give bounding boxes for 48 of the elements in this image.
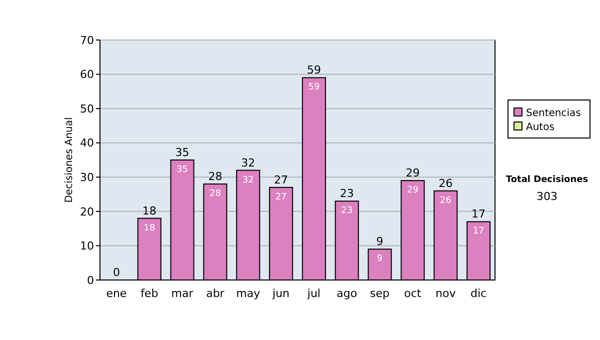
data-label: 26	[440, 196, 452, 206]
data-label: 18	[144, 223, 156, 234]
text: 303	[536, 190, 558, 203]
total-label: 35	[175, 146, 190, 159]
data-label: 28	[209, 189, 222, 199]
legend-label: Sentencias	[526, 108, 581, 119]
total-label: 0	[112, 266, 120, 279]
data-label: 23	[341, 206, 353, 216]
x-tick-label: jun	[272, 287, 290, 300]
x-tick-label: sep	[370, 287, 390, 300]
total-label: 59	[306, 64, 321, 77]
x-tick-label: may	[236, 287, 261, 300]
x-tick-label: feb	[140, 287, 158, 300]
data-label: 59	[308, 82, 320, 93]
text: Total Decisiones	[506, 175, 588, 185]
x-tick-label: ago	[336, 287, 358, 300]
y-tick-label: 60	[80, 68, 94, 82]
data-label: 29	[406, 186, 419, 196]
x-tick-label: dic	[470, 287, 487, 300]
x-tick-label: abr	[206, 287, 225, 300]
x-tick-label: nov	[436, 287, 456, 300]
data-label: 32	[242, 175, 254, 186]
total-label: 18	[142, 204, 156, 218]
total-label: 9	[376, 235, 384, 248]
total-label: 23	[340, 187, 354, 200]
total-label: 28	[208, 170, 222, 183]
total-label: 29	[406, 166, 420, 180]
data-label: 9	[376, 254, 383, 264]
legend-label: Autos	[526, 122, 554, 133]
x-tick-label: oct	[404, 287, 422, 300]
x-tick-label: mar	[171, 287, 194, 300]
y-tick-label: 20	[80, 205, 94, 218]
y-tick-label: 70	[80, 34, 94, 47]
y-tick-label: 40	[80, 136, 94, 150]
y-tick-label: 0	[87, 274, 94, 287]
total-label: 32	[241, 156, 256, 170]
y-axis-title: Decisiones Anual	[64, 117, 75, 203]
total-label: 27	[274, 173, 288, 186]
y-tick-label: 30	[80, 170, 94, 184]
data-label: 17	[472, 226, 484, 237]
y-tick-label: 50	[80, 102, 94, 116]
x-tick-label: ene	[106, 287, 127, 300]
y-tick-label: 10	[80, 240, 94, 253]
total-label: 26	[438, 176, 453, 190]
x-tick-label: jul	[306, 287, 321, 300]
total-label: 17	[472, 208, 486, 221]
data-label: 27	[275, 192, 287, 202]
data-label: 35	[176, 165, 188, 175]
